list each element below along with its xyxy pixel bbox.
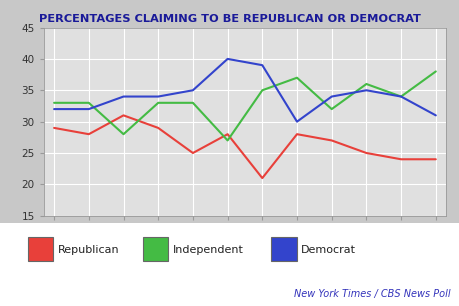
FancyBboxPatch shape [271, 237, 296, 260]
FancyBboxPatch shape [142, 237, 168, 260]
FancyBboxPatch shape [28, 237, 53, 260]
Text: Independent: Independent [172, 245, 243, 255]
Text: Republican: Republican [57, 245, 119, 255]
Text: New York Times / CBS News Poll: New York Times / CBS News Poll [294, 289, 450, 299]
Text: Democrat: Democrat [301, 245, 356, 255]
Text: PERCENTAGES CLAIMING TO BE REPUBLICAN OR DEMOCRAT: PERCENTAGES CLAIMING TO BE REPUBLICAN OR… [39, 14, 420, 24]
